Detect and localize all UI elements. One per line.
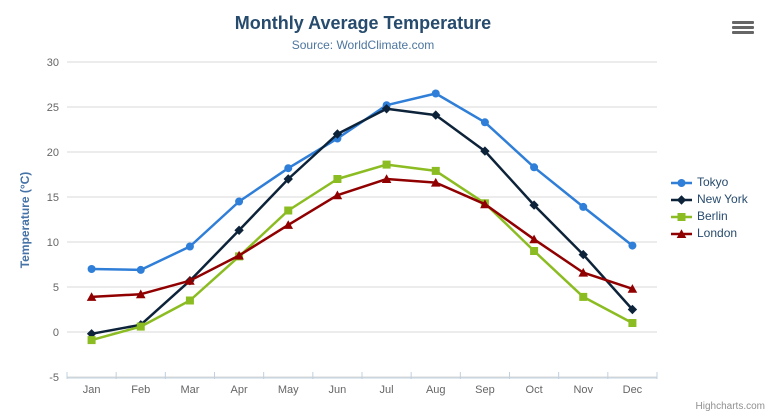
data-point-london[interactable] — [381, 174, 392, 183]
data-point-london[interactable] — [529, 234, 539, 244]
data-point-new-york[interactable] — [234, 225, 244, 235]
data-point-berlin[interactable] — [382, 160, 391, 169]
data-point-berlin[interactable] — [87, 336, 96, 345]
series-line-berlin[interactable] — [90, 163, 634, 342]
data-point-tokyo[interactable] — [431, 89, 440, 98]
data-point-berlin[interactable] — [431, 166, 440, 175]
data-point-tokyo[interactable] — [185, 242, 194, 251]
legend-label: Berlin — [697, 209, 728, 223]
legend-item-tokyo[interactable]: Tokyo — [671, 176, 748, 189]
data-point-berlin[interactable] — [284, 206, 293, 215]
data-point-london[interactable] — [185, 276, 195, 285]
data-point-london[interactable] — [480, 199, 490, 209]
hamburger-menu-icon[interactable] — [732, 21, 754, 34]
x-axis-tick-label: Jan — [83, 384, 101, 396]
series-line-new-york[interactable] — [90, 107, 634, 336]
data-point-berlin[interactable] — [628, 319, 637, 327]
data-point-berlin[interactable] — [185, 296, 194, 305]
data-point-new-york[interactable] — [381, 104, 392, 114]
triangle-marker-icon — [671, 228, 692, 238]
highcharts-credit[interactable]: Highcharts.com — [695, 401, 765, 412]
x-axis-tick-label: Sep — [475, 384, 495, 396]
legend-label: Tokyo — [697, 175, 729, 189]
circle-marker-icon — [671, 178, 692, 187]
data-point-london[interactable] — [234, 250, 244, 260]
data-point-new-york[interactable] — [332, 129, 343, 139]
y-axis-tick-label: 20 — [47, 147, 59, 159]
data-point-berlin[interactable] — [333, 175, 342, 183]
data-point-tokyo[interactable] — [480, 118, 489, 127]
y-axis-tick-label: -5 — [49, 372, 59, 384]
data-point-london[interactable] — [332, 190, 343, 200]
x-axis-tick-label: Nov — [573, 384, 593, 396]
legend-item-berlin[interactable]: Berlin — [671, 210, 748, 223]
square-marker-icon — [671, 212, 692, 221]
data-point-new-york[interactable] — [627, 304, 638, 315]
x-axis-tick-label: Aug — [426, 384, 446, 396]
legend-label: New York — [697, 192, 748, 206]
x-axis-tick-label: Jul — [380, 384, 394, 396]
data-point-new-york[interactable] — [431, 110, 441, 120]
data-point-tokyo[interactable] — [136, 265, 145, 274]
series-new-york[interactable] — [86, 104, 638, 339]
data-point-tokyo[interactable] — [579, 202, 588, 211]
data-point-berlin[interactable] — [136, 322, 145, 331]
legend-label: London — [697, 226, 738, 240]
data-point-new-york[interactable] — [578, 249, 588, 260]
data-point-london[interactable] — [283, 220, 294, 229]
hamburger-bar — [732, 21, 754, 24]
data-point-tokyo[interactable] — [530, 163, 539, 172]
data-point-berlin[interactable] — [530, 247, 539, 255]
data-point-tokyo[interactable] — [235, 197, 244, 206]
y-axis-title: Temperature (°C) — [18, 171, 32, 269]
data-point-london[interactable] — [578, 267, 589, 277]
data-point-london[interactable] — [430, 177, 441, 187]
legend: Tokyo New York Berlin London — [671, 176, 748, 240]
data-point-london[interactable] — [86, 292, 97, 301]
y-axis-tick-label: 15 — [47, 192, 59, 204]
x-axis-tick-label: Mar — [180, 384, 199, 396]
legend-symbol-marker[interactable] — [677, 178, 686, 187]
data-point-london[interactable] — [627, 284, 638, 293]
legend-symbol-marker[interactable] — [676, 228, 687, 238]
x-axis-tick-label: Dec — [623, 384, 643, 396]
y-axis-tick-label: 10 — [47, 237, 59, 249]
series-london[interactable] — [86, 174, 638, 301]
series-line-tokyo[interactable] — [90, 92, 634, 272]
legend-item-new-york[interactable]: New York — [671, 193, 748, 206]
data-point-new-york[interactable] — [283, 174, 293, 184]
y-axis-tick-label: 30 — [47, 57, 59, 69]
data-point-berlin[interactable] — [579, 292, 588, 301]
x-axis-tick-label: Apr — [231, 384, 248, 396]
x-axis-tick-label: Jun — [329, 384, 347, 396]
legend-item-london[interactable]: London — [671, 227, 748, 240]
series-tokyo[interactable] — [87, 89, 637, 274]
data-point-new-york[interactable] — [529, 200, 539, 210]
legend-symbol-marker[interactable] — [677, 212, 686, 221]
hamburger-bar — [732, 31, 754, 34]
diamond-marker-icon — [671, 194, 692, 205]
x-axis-tick-label: May — [278, 384, 299, 396]
hamburger-bar — [732, 26, 754, 29]
x-axis-tick-label: Feb — [131, 384, 150, 396]
series-line-london[interactable] — [90, 177, 634, 299]
data-point-new-york[interactable] — [480, 146, 490, 156]
y-axis-tick-label: 25 — [47, 102, 59, 114]
data-point-london[interactable] — [135, 289, 146, 299]
x-axis-tick-label: Oct — [526, 384, 543, 396]
legend-symbol-marker[interactable] — [676, 194, 687, 205]
data-point-tokyo[interactable] — [284, 164, 293, 173]
data-point-tokyo[interactable] — [628, 241, 637, 250]
data-point-tokyo[interactable] — [87, 265, 96, 273]
y-axis-tick-label: 5 — [53, 282, 59, 294]
chart-subtitle: Source: WorldClimate.com — [291, 38, 435, 52]
y-axis-tick-label: 0 — [53, 327, 59, 339]
chart-title: Monthly Average Temperature — [234, 13, 492, 33]
